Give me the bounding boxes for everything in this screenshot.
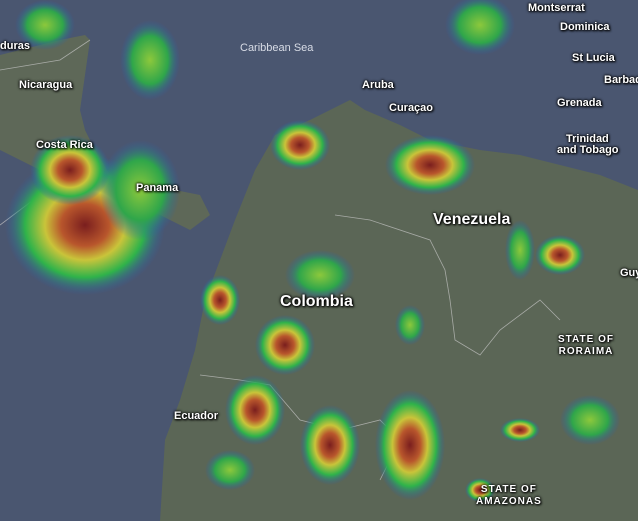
label-roraima-line2: RORAIMA xyxy=(558,346,614,357)
radar-echoes xyxy=(5,0,620,502)
label-amazonas: STATE OF AMAZONAS xyxy=(476,484,542,508)
label-ecuador: Ecuador xyxy=(174,410,219,422)
label-tobago: and Tobago xyxy=(557,144,619,156)
label-barbados: Barbad xyxy=(604,74,638,86)
label-curacao: Curaçao xyxy=(389,102,434,114)
label-guyana: Guy xyxy=(620,267,638,279)
label-venezuela: Venezuela xyxy=(433,211,511,228)
label-amazonas-line1: STATE OF xyxy=(480,484,537,495)
label-grenada: Grenada xyxy=(557,97,602,109)
label-st-lucia: St Lucia xyxy=(572,52,615,64)
label-montserrat: Montserrat xyxy=(528,2,585,14)
label-panama: Panama xyxy=(136,182,179,194)
label-dominica: Dominica xyxy=(560,21,610,33)
label-nicaragua: Nicaragua xyxy=(19,79,73,91)
label-colombia: Colombia xyxy=(280,293,353,310)
label-trinidad: Trinidad xyxy=(566,133,609,145)
label-aruba: Aruba xyxy=(362,79,394,91)
central-america-land xyxy=(0,35,210,230)
label-costa-rica: Costa Rica xyxy=(36,139,93,151)
label-caribbean-sea: Caribbean Sea xyxy=(240,42,314,54)
label-roraima-line1: STATE OF xyxy=(558,334,614,345)
label-honduras: duras xyxy=(0,40,30,52)
label-amazonas-line2: AMAZONAS xyxy=(476,496,542,507)
label-roraima: STATE OF RORAIMA xyxy=(558,334,614,358)
